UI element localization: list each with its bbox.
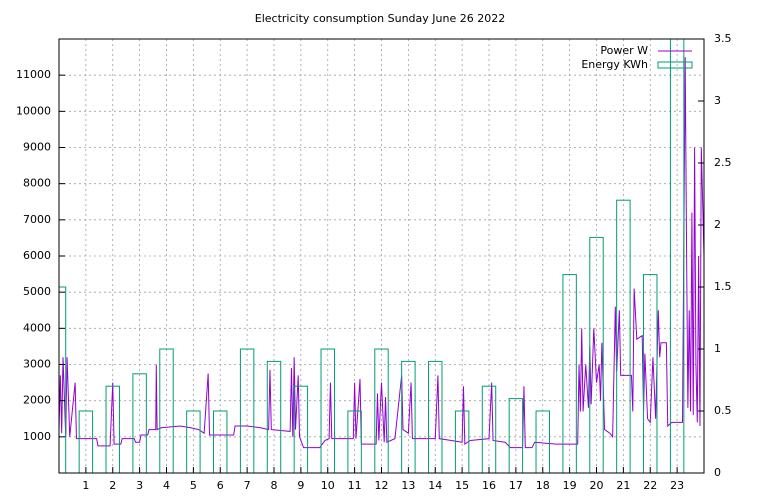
y-tick-label: 3000 bbox=[23, 358, 51, 371]
energy-bar bbox=[589, 236, 604, 473]
x-tick-label: 23 bbox=[670, 479, 684, 492]
y2-tick-label: 0 bbox=[714, 466, 721, 479]
chart-title: Electricity consumption Sunday June 26 2… bbox=[255, 12, 505, 25]
y-tick-label: 4000 bbox=[23, 321, 51, 334]
x-tick-label: 17 bbox=[509, 479, 523, 492]
x-tick-label: 14 bbox=[428, 479, 442, 492]
x-tick-label: 2 bbox=[109, 479, 116, 492]
x-tick-label: 9 bbox=[297, 479, 304, 492]
x-tick-label: 4 bbox=[163, 479, 170, 492]
energy-bar bbox=[78, 410, 94, 473]
axes: 1 2 3 4 5 6 7 8 9 10 11 12 13 14 15 16 17 18 19 20 21 22 23100… bbox=[16, 32, 732, 492]
energy-bar bbox=[347, 410, 362, 473]
y2-tick-label: 3 bbox=[714, 94, 721, 107]
energy-bar bbox=[293, 385, 309, 473]
energy-bar bbox=[454, 410, 470, 473]
x-tick-label: 3 bbox=[136, 479, 143, 492]
x-tick-label: 6 bbox=[217, 479, 224, 492]
y-tick-label: 8000 bbox=[23, 177, 51, 190]
legend-swatch bbox=[657, 61, 693, 69]
x-tick-label: 19 bbox=[563, 479, 577, 492]
y-tick-label: 7000 bbox=[23, 213, 51, 226]
energy-bar bbox=[481, 385, 497, 473]
x-tick-label: 5 bbox=[190, 479, 197, 492]
y2-tick-label: 1.5 bbox=[714, 280, 732, 293]
energy-bar bbox=[562, 274, 577, 473]
energy-bar bbox=[213, 410, 228, 473]
y-tick-label: 11000 bbox=[16, 68, 51, 81]
y-tick-label: 9000 bbox=[23, 141, 51, 154]
y-tick-label: 1000 bbox=[23, 430, 51, 443]
energy-bar bbox=[239, 348, 255, 473]
y-tick-label: 2000 bbox=[23, 394, 51, 407]
x-tick-label: 7 bbox=[244, 479, 251, 492]
y-tick-label: 5000 bbox=[23, 285, 51, 298]
x-tick-label: 1 bbox=[82, 479, 89, 492]
energy-bar bbox=[186, 410, 201, 473]
energy-bar bbox=[401, 360, 416, 473]
energy-bar bbox=[105, 385, 120, 473]
energy-bar bbox=[428, 360, 443, 473]
x-tick-label: 15 bbox=[455, 479, 469, 492]
x-tick-label: 21 bbox=[616, 479, 630, 492]
y-tick-label: 6000 bbox=[23, 249, 51, 262]
energy-bar bbox=[643, 274, 658, 473]
x-tick-label: 10 bbox=[321, 479, 335, 492]
energy-bar bbox=[535, 410, 550, 473]
plot-area bbox=[59, 39, 704, 473]
x-tick-label: 13 bbox=[401, 479, 415, 492]
x-tick-label: 16 bbox=[482, 479, 496, 492]
energy-bar bbox=[59, 286, 67, 473]
y2-tick-label: 3.5 bbox=[714, 32, 732, 45]
energy-bar bbox=[508, 398, 524, 473]
x-tick-label: 22 bbox=[643, 479, 657, 492]
y2-tick-label: 2.5 bbox=[714, 156, 732, 169]
y2-tick-label: 1 bbox=[714, 342, 721, 355]
energy-bar bbox=[132, 373, 147, 473]
y-tick-label: 10000 bbox=[16, 104, 51, 117]
energy-bar bbox=[320, 348, 335, 473]
x-tick-label: 20 bbox=[590, 479, 604, 492]
energy-bar bbox=[374, 348, 389, 473]
power-line bbox=[59, 57, 704, 449]
y2-tick-label: 2 bbox=[714, 218, 721, 231]
grid bbox=[59, 39, 704, 473]
energy-bar bbox=[159, 348, 174, 473]
x-tick-label: 18 bbox=[536, 479, 550, 492]
legend-label: Power W bbox=[600, 44, 648, 57]
y2-tick-label: 0.5 bbox=[714, 404, 732, 417]
legend-label: Energy KWh bbox=[581, 58, 648, 71]
x-tick-label: 12 bbox=[375, 479, 389, 492]
x-tick-label: 8 bbox=[271, 479, 278, 492]
x-tick-label: 11 bbox=[348, 479, 362, 492]
